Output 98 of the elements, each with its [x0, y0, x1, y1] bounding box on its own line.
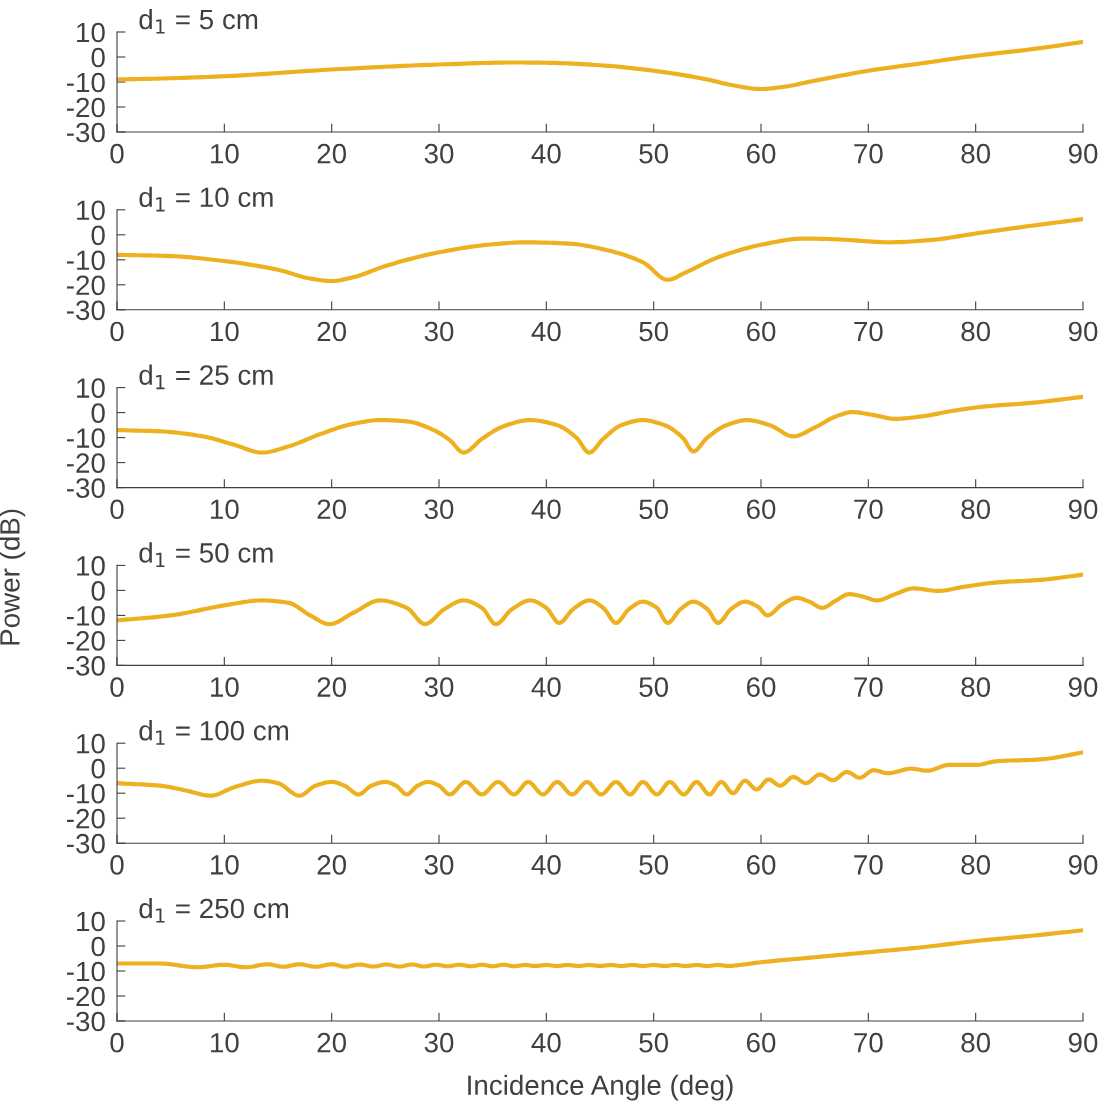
y-tick-label: -30 — [66, 656, 105, 676]
x-tick-label: 0 — [110, 499, 124, 520]
y-tick-label: 0 — [91, 758, 105, 779]
y-tick-label: 10 — [77, 556, 105, 576]
y-tick-label: -20 — [66, 453, 105, 473]
y-tick-label: -10 — [66, 250, 105, 271]
x-tick-label: 60 — [746, 677, 776, 697]
x-tick-label: 10 — [211, 1032, 239, 1053]
x-tick-label: 30 — [424, 855, 454, 875]
y-tick-label: -20 — [66, 808, 105, 829]
x-tick-label: 80 — [961, 855, 991, 875]
x-tick-label: 30 — [424, 321, 454, 342]
x-tick-label: 40 — [531, 321, 561, 342]
x-tick-label: 60 — [746, 855, 776, 875]
x-tick-label: 90 — [1068, 143, 1098, 164]
x-tick-label: 50 — [639, 677, 669, 697]
x-tick-label: 70 — [854, 321, 883, 342]
x-tick-label: 70 — [854, 855, 883, 875]
x-tick-label: 40 — [531, 855, 561, 875]
y-tick-label: 10 — [77, 911, 105, 932]
y-tick-label: -10 — [66, 72, 105, 93]
x-tick-label: 80 — [961, 1032, 991, 1053]
x-tick-label: 10 — [211, 321, 239, 342]
x-tick-label: 90 — [1068, 677, 1098, 697]
x-tick-label: 20 — [317, 677, 347, 697]
x-tick-label: 90 — [1068, 499, 1098, 520]
x-tick-label: 50 — [639, 499, 669, 520]
x-tick-label: 60 — [746, 1032, 776, 1053]
y-tick-label: -10 — [66, 606, 105, 626]
y-tick-label: -20 — [66, 986, 105, 1007]
x-tick-label: 30 — [424, 499, 454, 520]
chart-title: d$_{1}$ = 10 cm — [139, 186, 273, 212]
y-tick-label: -20 — [66, 97, 105, 118]
x-tick-label: 40 — [531, 143, 561, 164]
x-tick-label: 20 — [317, 321, 347, 342]
chart-title: d$_{1}$ = 250 cm — [139, 897, 289, 923]
x-tick-label: 80 — [961, 143, 991, 164]
x-tick-label: 20 — [317, 1032, 347, 1053]
y-tick-label: 0 — [91, 936, 105, 957]
x-tick-label: 40 — [531, 677, 561, 697]
x-tick-label: 40 — [531, 1032, 561, 1053]
x-tick-label: 0 — [110, 143, 124, 164]
y-tick-label: 10 — [77, 733, 105, 754]
x-tick-label: 90 — [1068, 321, 1098, 342]
y-tick-label: -30 — [66, 300, 105, 321]
x-tick-label: 60 — [746, 321, 776, 342]
x-tick-label: 20 — [317, 855, 347, 875]
chart-title: d$_{1}$ = 100 cm — [139, 720, 289, 745]
x-tick-label: 70 — [854, 143, 883, 164]
x-tick-label: 0 — [110, 1032, 124, 1053]
x-tick-label: 0 — [110, 855, 124, 875]
x-tick-label: 80 — [961, 321, 991, 342]
x-tick-label: 90 — [1068, 1032, 1098, 1053]
x-tick-label: 20 — [317, 499, 347, 520]
x-tick-label: 50 — [639, 855, 669, 875]
y-tick-label: 10 — [77, 378, 105, 398]
y-tick-label: 0 — [91, 47, 105, 68]
y-tick-label: -10 — [66, 428, 105, 448]
y-tick-label: 10 — [77, 22, 105, 43]
x-tick-label: 90 — [1068, 855, 1098, 875]
x-tick-label: 30 — [424, 677, 454, 697]
y-tick-label: 0 — [91, 403, 105, 423]
x-tick-label: 40 — [531, 499, 561, 520]
x-tick-label: 10 — [211, 143, 239, 164]
y-tick-label: -10 — [66, 961, 105, 982]
x-tick-label: 70 — [854, 499, 883, 520]
y-tick-label: -30 — [66, 478, 105, 498]
y-tick-label: 0 — [91, 581, 105, 601]
y-tick-label: -30 — [66, 1011, 105, 1032]
x-tick-label: 70 — [854, 1032, 883, 1053]
x-tick-label: 0 — [110, 677, 124, 697]
x-axis-title: Incidence Angle (deg) — [468, 1074, 733, 1101]
x-tick-label: 50 — [639, 1032, 669, 1053]
x-tick-label: 80 — [961, 677, 991, 697]
chart-title: d$_{1}$ = 50 cm — [139, 542, 273, 567]
y-tick-label: -30 — [66, 833, 105, 854]
y-tick-label: 10 — [77, 200, 105, 221]
x-tick-label: 10 — [211, 677, 239, 697]
x-tick-label: 20 — [317, 143, 347, 164]
y-tick-label: -10 — [66, 783, 105, 804]
y-axis-title: Power (dB) — [0, 509, 26, 645]
x-tick-label: 0 — [110, 321, 124, 342]
x-tick-label: 30 — [424, 143, 454, 164]
x-tick-label: 60 — [746, 143, 776, 164]
x-tick-label: 10 — [211, 855, 239, 875]
x-tick-label: 60 — [746, 499, 776, 520]
y-tick-label: -20 — [66, 275, 105, 296]
chart-title: d$_{1}$ = 25 cm — [139, 364, 273, 390]
x-tick-label: 70 — [854, 677, 883, 697]
x-tick-label: 30 — [424, 1032, 454, 1053]
x-tick-label: 10 — [211, 499, 239, 520]
y-tick-label: -30 — [66, 122, 105, 143]
y-tick-label: -20 — [66, 631, 105, 651]
y-tick-label: 0 — [91, 225, 105, 246]
x-tick-label: 50 — [639, 143, 669, 164]
x-tick-label: 80 — [961, 499, 991, 520]
chart-title: d$_{1}$ = 5 cm — [139, 8, 258, 34]
x-tick-label: 50 — [639, 321, 669, 342]
